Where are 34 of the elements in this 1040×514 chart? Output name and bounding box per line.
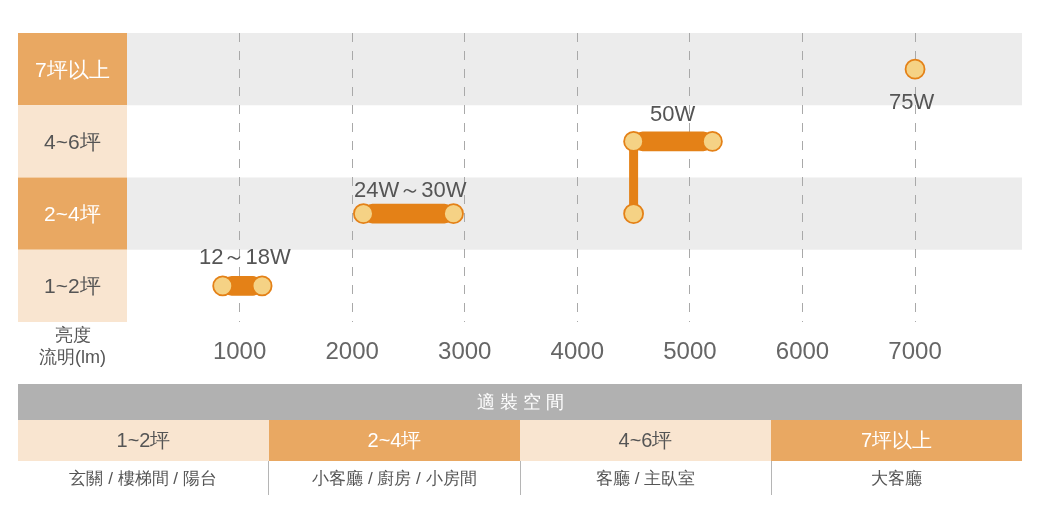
point bbox=[251, 275, 273, 297]
point bbox=[353, 203, 374, 225]
y-tick-label: 4~6坪 bbox=[44, 130, 101, 153]
annotation: 75W bbox=[889, 89, 935, 114]
text: 流明(lm) bbox=[39, 347, 106, 367]
x-tick-label: 3000 bbox=[438, 337, 492, 364]
y-tick-label: 7坪以上 bbox=[35, 58, 110, 81]
x-tick-label: 4000 bbox=[550, 337, 605, 364]
y-tick-label: 2~4坪 bbox=[44, 202, 101, 225]
text: 大客廳 bbox=[770, 461, 1022, 495]
point bbox=[212, 275, 234, 297]
category-label: 2~4坪 bbox=[269, 420, 520, 461]
x-tick-label: 6000 bbox=[775, 337, 830, 364]
y-tick-label: 1~2坪 bbox=[44, 274, 101, 297]
point bbox=[623, 130, 644, 152]
category-label: 4~6坪 bbox=[520, 420, 771, 461]
text: 適裝空間 bbox=[475, 391, 569, 414]
annotation: 50W bbox=[650, 101, 696, 126]
x-tick-label: 7000 bbox=[888, 337, 942, 364]
annotation: 24W～30W bbox=[354, 177, 467, 202]
text: 玄關 / 樓梯間 / 陽台 bbox=[68, 467, 218, 490]
x-tick-label: 1000 bbox=[212, 337, 267, 364]
point bbox=[443, 203, 464, 225]
point bbox=[702, 130, 723, 152]
point bbox=[904, 58, 926, 80]
x-axis-title: 亮度 bbox=[55, 325, 91, 345]
x-tick-label: 2000 bbox=[325, 337, 379, 364]
x-tick-label: 5000 bbox=[663, 337, 717, 364]
annotation: 12～18W bbox=[199, 244, 291, 269]
category-label: 1~2坪 bbox=[18, 420, 269, 461]
category-label: 7坪以上 bbox=[771, 420, 1022, 461]
text: 客廳 / 主臥室 bbox=[519, 461, 771, 495]
point bbox=[623, 203, 644, 225]
text: 小客廳 / 廚房 / 小房間 bbox=[268, 461, 520, 495]
